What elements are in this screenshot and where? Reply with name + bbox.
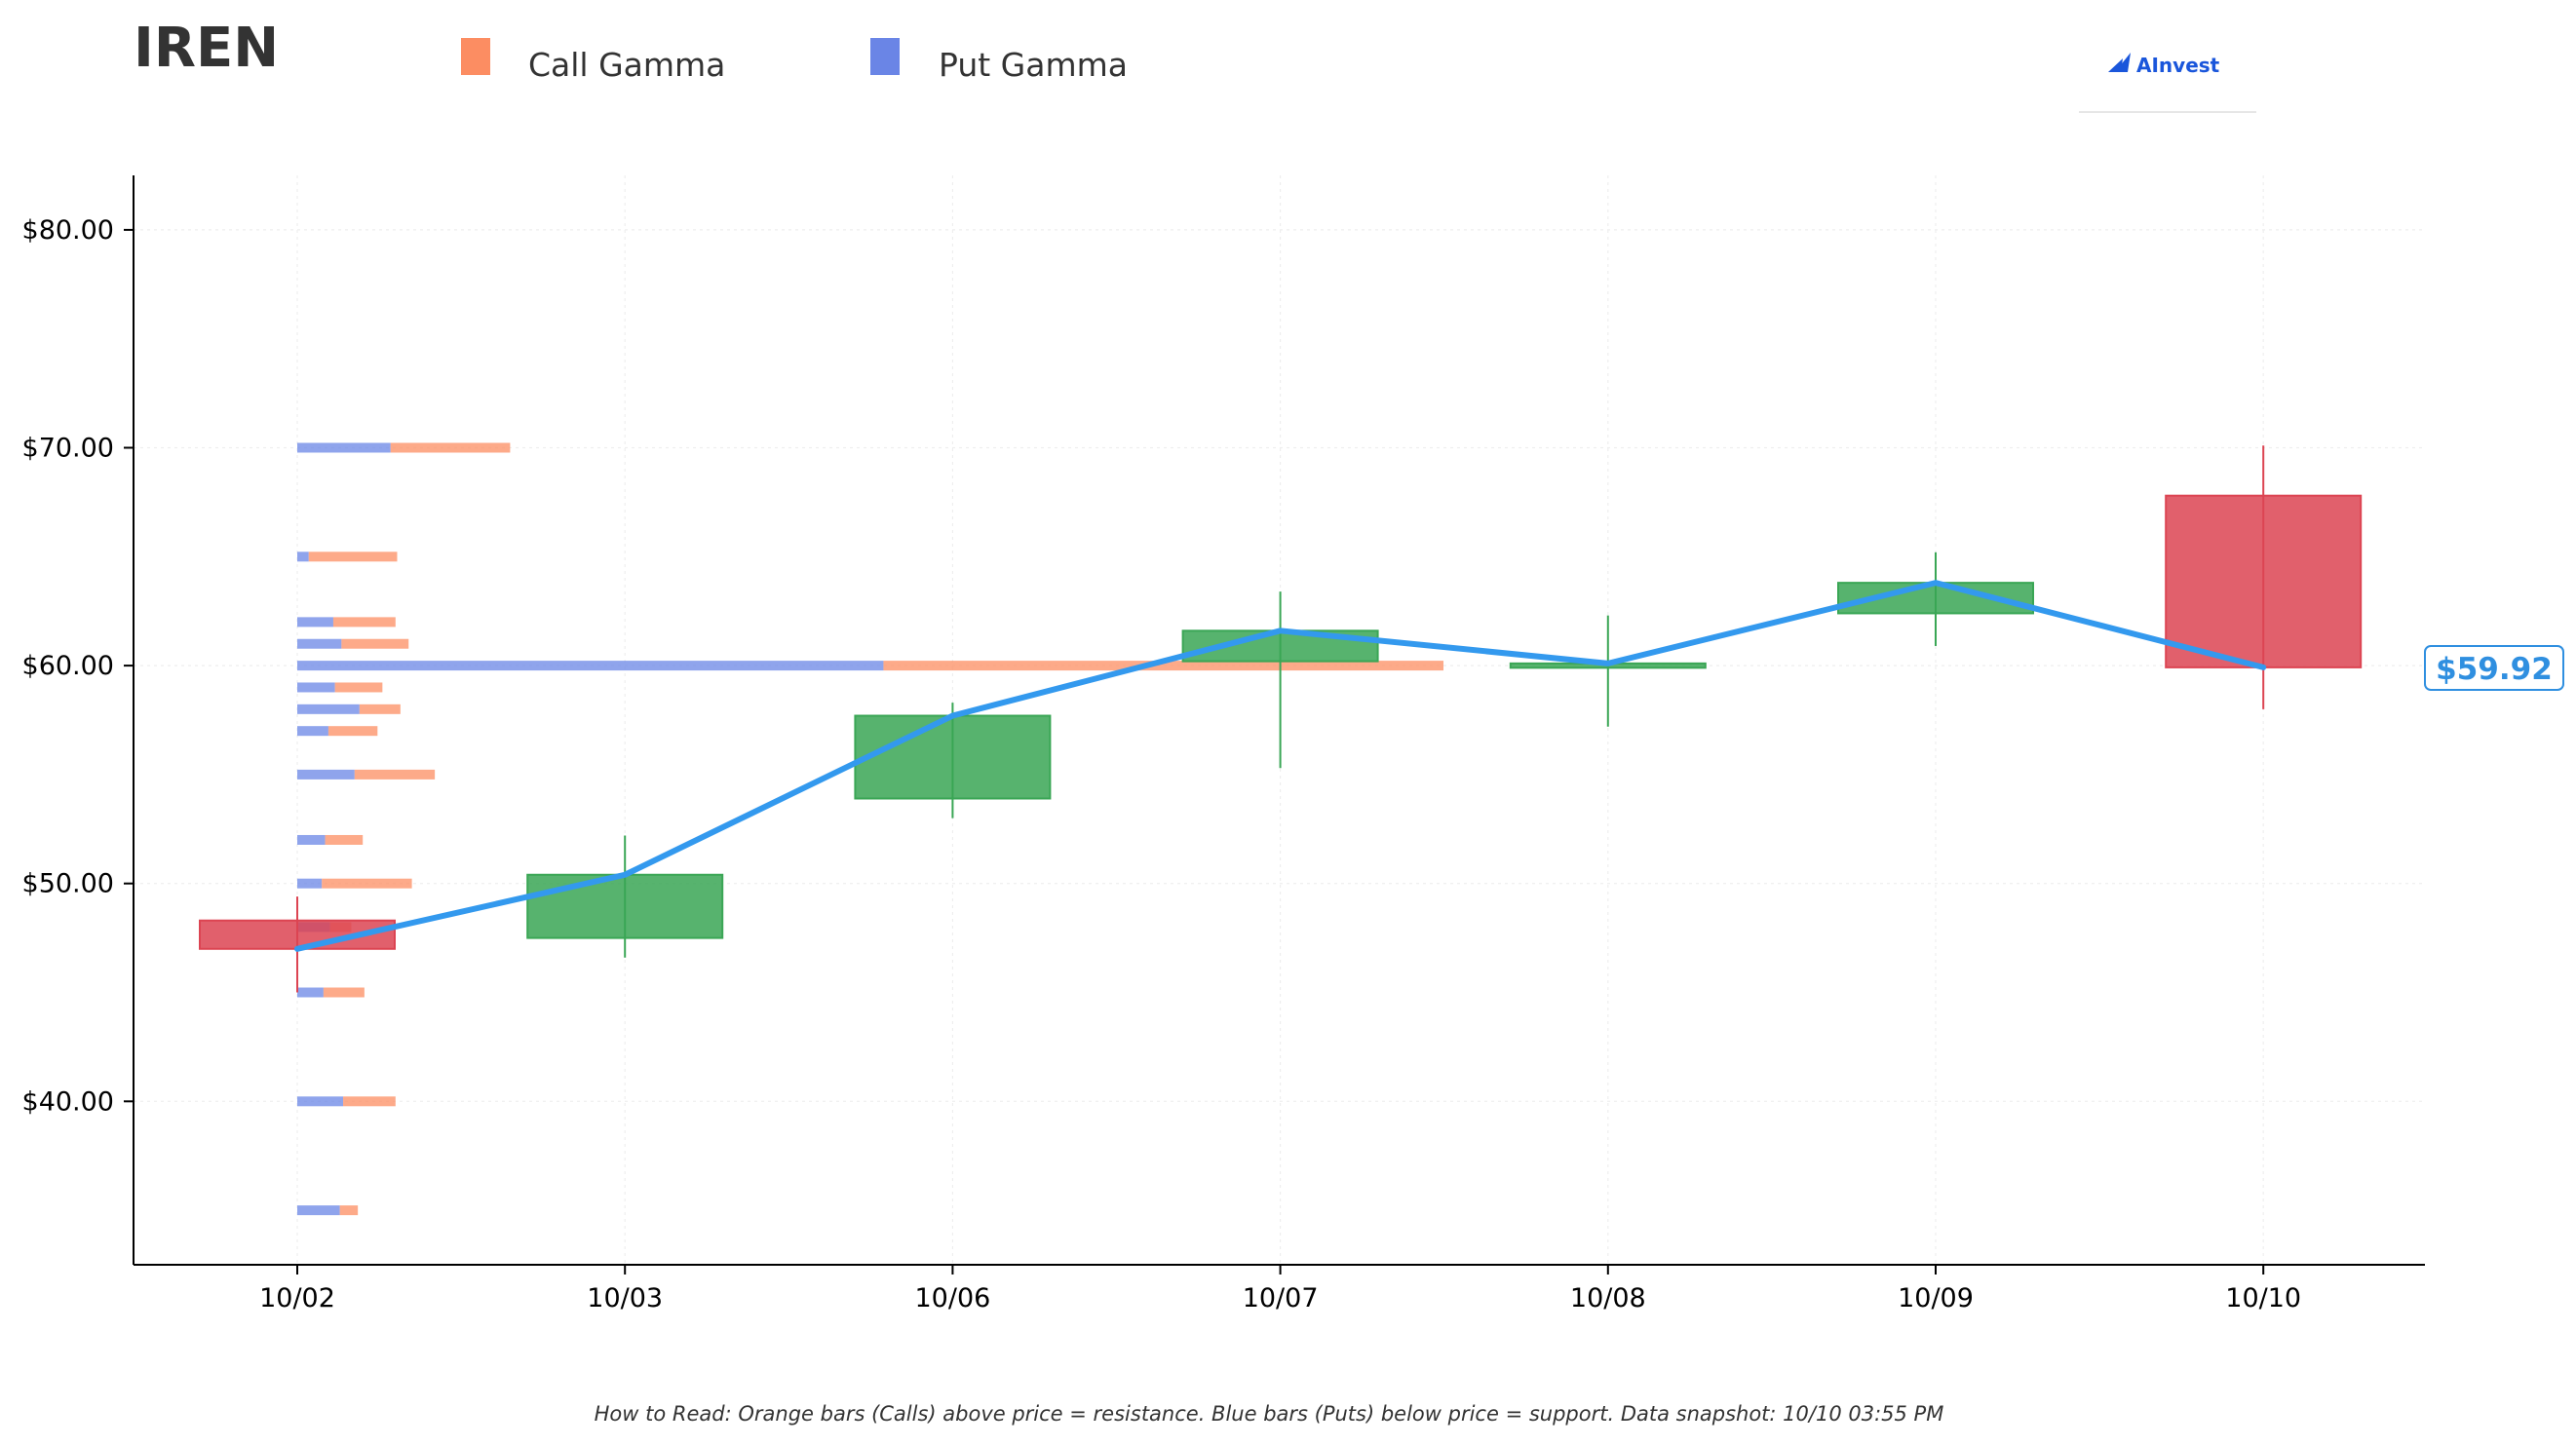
axes: $40.00 $50.00 $60.00 $70.00 $80.00 10/02 10/03… [22, 175, 2425, 1313]
x-tick-label: 10/08 [1570, 1283, 1646, 1313]
legend-swatch-call [461, 38, 490, 75]
put-gamma-bar [297, 1205, 340, 1216]
brand-name: AInvest [2136, 54, 2220, 77]
put-gamma-bar [297, 638, 342, 649]
y-tick-label: $70.00 [22, 434, 114, 464]
x-tick-label: 10/09 [1898, 1283, 1974, 1313]
call-gamma-bar [323, 987, 365, 998]
call-gamma-bar [325, 834, 364, 845]
footnote: How to Read: Orange bars (Calls) above p… [595, 1402, 1944, 1426]
put-gamma-bar [297, 552, 309, 562]
legend: Call Gamma Put Gamma [461, 38, 1128, 84]
call-gamma-bar [332, 617, 396, 628]
candle-body [2165, 494, 2363, 668]
call-gamma-bar [883, 661, 1443, 671]
call-gamma-bar [339, 1205, 359, 1216]
call-gamma-bar [334, 682, 383, 693]
legend-swatch-put [870, 38, 900, 75]
call-gamma-bar [322, 878, 412, 889]
call-gamma-bar [308, 552, 398, 562]
brand-logo: AInvest [2079, 53, 2256, 113]
call-gamma-bar [354, 769, 436, 780]
x-tick-label: 10/06 [914, 1283, 990, 1313]
ainvest-logo-icon [2108, 53, 2131, 72]
call-gamma-bar [390, 442, 511, 453]
put-gamma-bar [297, 769, 355, 780]
put-gamma-bar [297, 617, 333, 628]
chart-title: IREN [134, 17, 279, 80]
put-gamma-bar [297, 726, 328, 737]
y-tick-label: $40.00 [22, 1086, 114, 1117]
put-gamma-bar [297, 878, 323, 889]
call-gamma-bar [359, 704, 401, 714]
price-tag-label: $59.92 [2436, 652, 2553, 687]
x-tick-label: 10/10 [2225, 1283, 2301, 1313]
y-tick-label: $60.00 [22, 651, 114, 681]
put-gamma-bar [297, 987, 324, 998]
x-tick-label: 10/07 [1243, 1283, 1319, 1313]
price-tag-box [2424, 645, 2564, 691]
x-tick-label: 10/03 [587, 1283, 663, 1313]
put-gamma-bar [297, 834, 326, 845]
call-gamma-bar [343, 1096, 396, 1107]
close-price-line [294, 580, 2267, 952]
candle-body [854, 714, 1052, 800]
put-gamma-bar [297, 661, 884, 671]
gamma-bars [297, 442, 1443, 1216]
put-gamma-bar [297, 442, 391, 453]
put-gamma-bar [297, 704, 360, 714]
candles [199, 445, 2363, 993]
x-tick-label: 10/02 [259, 1283, 335, 1313]
y-tick-label: $80.00 [22, 215, 114, 246]
grid [134, 175, 2425, 1265]
put-gamma-bar [297, 682, 335, 693]
candle-body [526, 873, 724, 939]
legend-label-put: Put Gamma [939, 46, 1128, 84]
call-gamma-bar [327, 726, 378, 737]
put-gamma-bar [297, 1096, 344, 1107]
y-tick-label: $50.00 [22, 869, 114, 899]
current-price-tag: $59.92 [2424, 645, 2564, 691]
call-gamma-bar [341, 638, 409, 649]
close-line [294, 580, 2267, 952]
legend-label-call: Call Gamma [528, 46, 725, 84]
